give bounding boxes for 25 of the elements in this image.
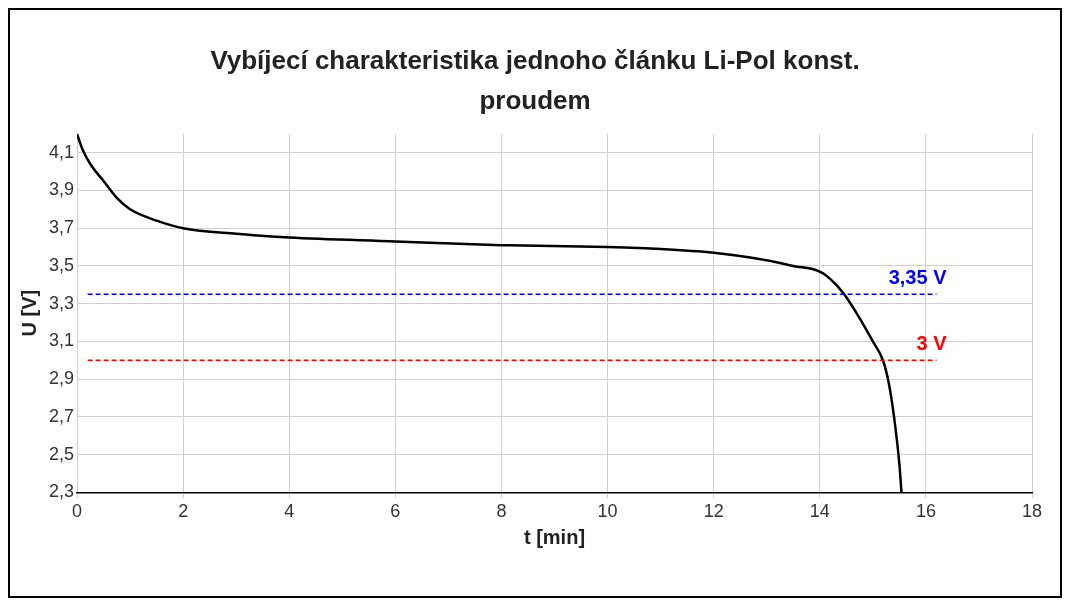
y-axis-title: U [V] — [17, 289, 40, 337]
y-tick-label: 3,3 — [48, 292, 75, 313]
y-tick-label: 2,3 — [48, 481, 75, 502]
x-tick-label: 8 — [496, 501, 507, 522]
x-tick-label: 0 — [72, 501, 83, 522]
y-tick-label: 3,9 — [48, 179, 75, 200]
chart-title: Vybíjecí charakteristika jednoho článku Li-Pol konst. proudem — [209, 44, 861, 117]
x-tick-label: 2 — [178, 501, 189, 522]
x-axis-title: t [min] — [523, 525, 586, 548]
x-tick-label: 4 — [284, 501, 295, 522]
x-tick-label: 14 — [809, 501, 830, 522]
y-tick-label: 2,7 — [48, 405, 75, 426]
y-tick-label: 3,1 — [48, 330, 75, 351]
x-tick-label: 10 — [597, 501, 618, 522]
x-tick-label: 12 — [703, 501, 724, 522]
y-tick-label: 2,5 — [48, 443, 75, 464]
x-tick-label: 18 — [1021, 501, 1043, 522]
x-tick-label: 6 — [390, 501, 401, 522]
ref-line-label: 3,35 V — [888, 265, 948, 288]
y-tick-label: 4,1 — [48, 141, 75, 162]
y-tick-label: 2,9 — [48, 368, 75, 389]
y-tick-label: 3,7 — [48, 217, 75, 238]
x-tick-label: 16 — [915, 501, 936, 522]
y-tick-label: 3,5 — [48, 254, 75, 275]
ref-line-label: 3 V — [916, 331, 948, 354]
